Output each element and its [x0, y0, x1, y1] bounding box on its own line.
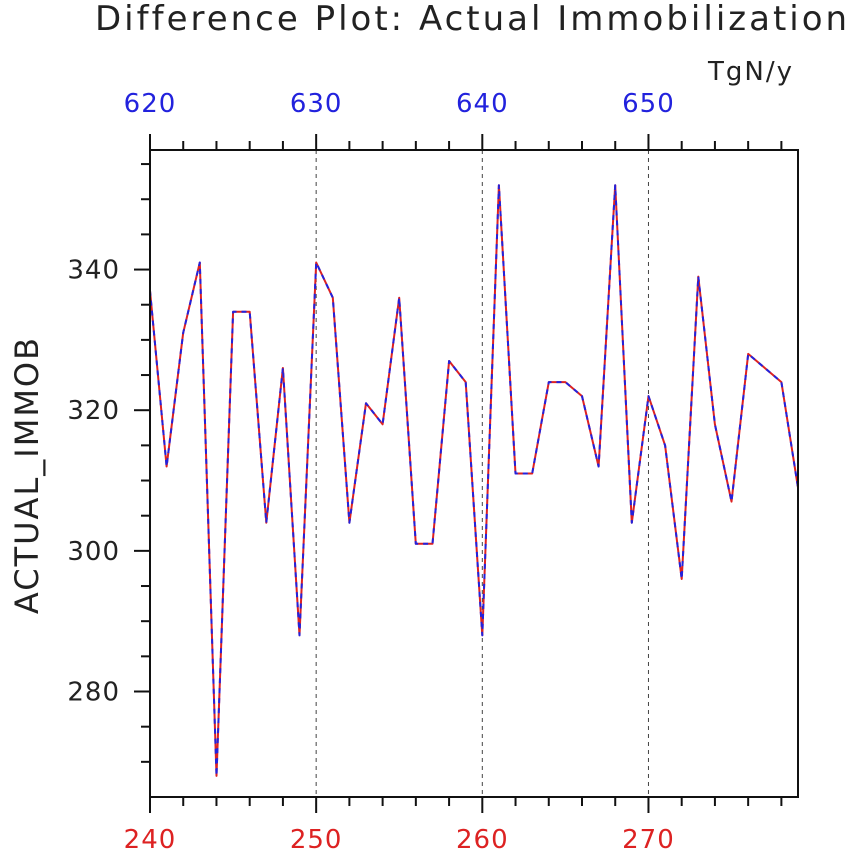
chart-title: Difference Plot: Actual Immobilization: [95, 0, 850, 39]
y-tick-label-300: 300: [67, 537, 120, 567]
x-bottom-tick-label-240: 240: [124, 825, 177, 855]
x-top-tick-label-640: 640: [456, 89, 509, 119]
tick-labels: 240 250 260 270 620 630 640 650 280 300 320 340: [67, 89, 675, 855]
grid-lines: [315, 150, 649, 797]
series-line-0: [149, 184, 799, 777]
x-bottom-tick-label-260: 260: [456, 825, 509, 855]
plot-frame: [149, 149, 799, 798]
x-bottom-tick-label-250: 250: [290, 825, 343, 855]
y-tick-label-320: 320: [67, 396, 120, 426]
units-label: TgN/y: [707, 57, 794, 87]
series-line-1: [149, 184, 799, 777]
y-axis-label: ACTUAL_IMMOB: [8, 336, 46, 614]
x-bottom-tick-label-270: 270: [622, 825, 675, 855]
y-tick-label-340: 340: [67, 256, 120, 286]
series-lines: [149, 184, 799, 777]
x-top-tick-label-620: 620: [124, 89, 177, 119]
x-top-tick-label-630: 630: [290, 89, 343, 119]
x-top-tick-label-650: 650: [622, 89, 675, 119]
y-tick-label-280: 280: [67, 678, 120, 708]
axis-ticks: [134, 134, 783, 813]
